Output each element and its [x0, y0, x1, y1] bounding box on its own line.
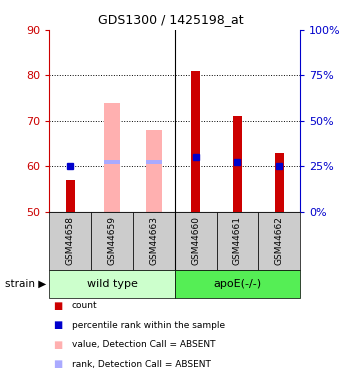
Bar — [146, 160, 162, 164]
Bar — [175, 212, 217, 270]
Text: strain ▶: strain ▶ — [5, 279, 46, 289]
Text: percentile rank within the sample: percentile rank within the sample — [72, 321, 225, 330]
Text: rank, Detection Call = ABSENT: rank, Detection Call = ABSENT — [72, 360, 210, 369]
Text: GDS1300 / 1425198_at: GDS1300 / 1425198_at — [98, 13, 243, 26]
Bar — [66, 180, 75, 212]
Bar — [175, 270, 300, 298]
Text: ■: ■ — [53, 340, 62, 350]
Text: GSM44659: GSM44659 — [108, 216, 117, 266]
Bar — [49, 212, 91, 270]
Text: count: count — [72, 301, 97, 310]
Bar — [49, 270, 175, 298]
Text: GSM44658: GSM44658 — [66, 216, 75, 266]
Text: GSM44663: GSM44663 — [149, 216, 158, 266]
Bar — [133, 212, 175, 270]
Text: ■: ■ — [53, 320, 62, 330]
Bar — [275, 153, 284, 212]
Bar — [146, 130, 162, 212]
Text: ■: ■ — [53, 359, 62, 369]
Bar — [217, 212, 258, 270]
Text: wild type: wild type — [87, 279, 137, 289]
Bar — [233, 116, 242, 212]
Bar — [104, 160, 120, 164]
Bar — [104, 103, 120, 212]
Text: GSM44661: GSM44661 — [233, 216, 242, 266]
Text: ■: ■ — [53, 301, 62, 310]
Text: apoE(-/-): apoE(-/-) — [213, 279, 262, 289]
Text: value, Detection Call = ABSENT: value, Detection Call = ABSENT — [72, 340, 215, 349]
Text: GSM44660: GSM44660 — [191, 216, 200, 266]
Bar — [91, 212, 133, 270]
Bar — [258, 212, 300, 270]
Bar — [191, 71, 200, 212]
Text: GSM44662: GSM44662 — [275, 216, 284, 266]
